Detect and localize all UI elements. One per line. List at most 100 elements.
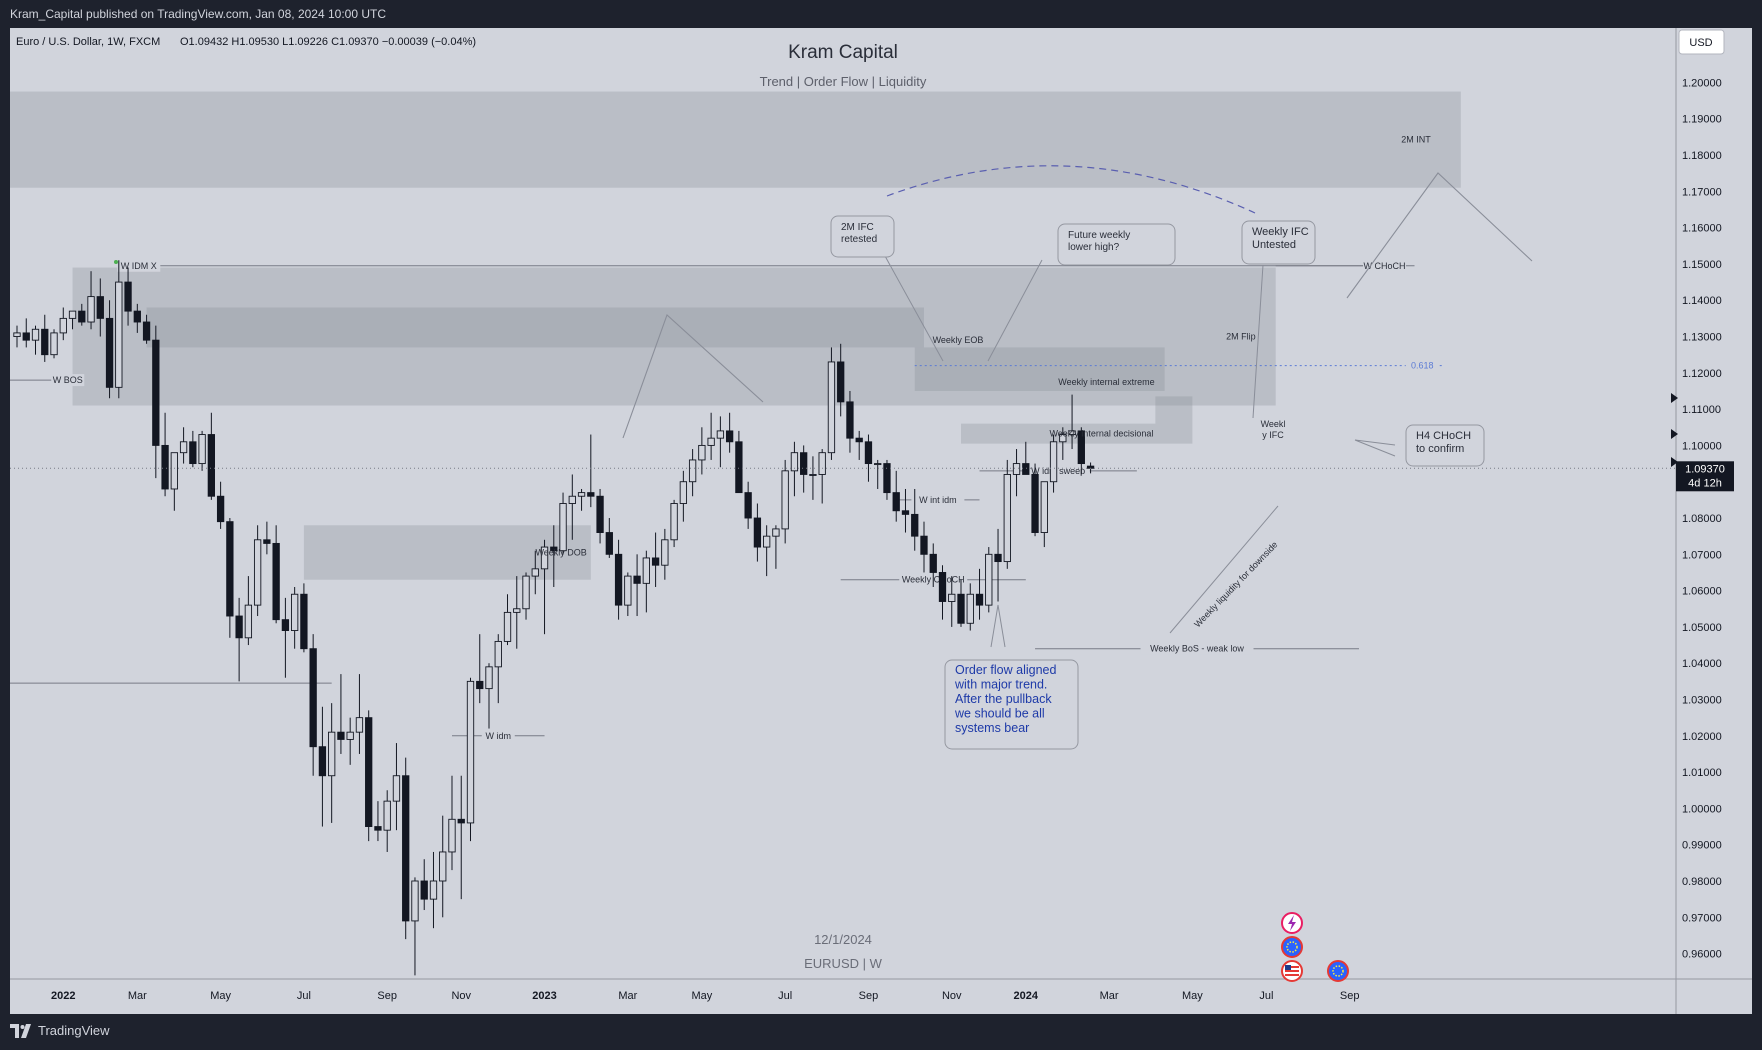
candle-body [513, 608, 521, 613]
candle-body [1003, 474, 1011, 563]
candle-body [763, 535, 771, 548]
x-tick-1: Mar [128, 990, 147, 1002]
candle-body [837, 361, 845, 403]
candle-body [1077, 430, 1085, 465]
candle-body [318, 746, 327, 777]
candle-body [346, 731, 354, 740]
callout-text-4-1: with major trend. [954, 678, 1047, 692]
candle-body [966, 593, 974, 624]
callout-text-4-2: After the pullback [955, 692, 1052, 706]
candle-body [152, 339, 160, 446]
candle-body [633, 575, 641, 584]
earnings-event-icon[interactable] [1281, 912, 1303, 934]
candle-body [753, 517, 762, 548]
candle-body [328, 731, 336, 777]
candle-body [235, 615, 243, 639]
zone-6 [1155, 396, 1193, 444]
y-tick-5: 1.01000 [1682, 767, 1722, 779]
y-tick-24: 1.20000 [1682, 77, 1722, 89]
eu-flag-icon[interactable] [1281, 936, 1303, 958]
candle-body [1059, 434, 1067, 443]
hline-label-8: Weekly BoS - weak low [1150, 644, 1244, 654]
candle-body [133, 310, 141, 323]
chart-title: Kram Capital [788, 42, 898, 63]
candle-body [374, 826, 382, 831]
hline-label-9: 0.618 [1411, 361, 1434, 371]
eu-flag-icon-2[interactable] [1327, 960, 1349, 982]
candle-body [531, 568, 539, 577]
candle-body [698, 444, 706, 461]
y-tick-12: 1.08000 [1682, 513, 1722, 525]
candle-body [291, 593, 299, 631]
candle-body [309, 648, 317, 748]
zone-2 [146, 307, 924, 348]
zone-label-3: Weekly internal extreme [1058, 377, 1154, 387]
candle-body [864, 441, 873, 465]
hline-label-bg-4 [481, 729, 515, 742]
candle-body [300, 593, 308, 650]
candle-body [115, 281, 123, 388]
us-flag-icon[interactable] [1281, 960, 1303, 982]
y-tick-20: 1.16000 [1682, 223, 1722, 235]
bar-countdown: 4d 12h [1688, 477, 1722, 489]
candle-body [1031, 474, 1039, 533]
price-axis[interactable]: 0.96000 0.97000 0.98000 0.99000 1.00000 1.010… [1682, 41, 1722, 960]
x-tick-13: Mar [1100, 990, 1119, 1002]
x-tick-9: Jul [778, 990, 792, 1002]
currency-button[interactable]: USD [1678, 29, 1725, 55]
candle-body [189, 441, 197, 465]
zone-label-1: 2M Flip [1226, 332, 1256, 342]
currency-label: USD [1689, 37, 1712, 49]
zone-label-0: 2M INT [1401, 135, 1431, 145]
candle-body [448, 818, 456, 853]
candle-body [420, 880, 428, 900]
candle-body [87, 296, 95, 323]
callout-text-0-0: 2M IFC [841, 222, 874, 233]
candle-body [985, 553, 993, 606]
time-axis[interactable]: 2022 Mar May Jul Sep Nov 2023 Mar May Jul Sep Nov 20… [51, 990, 1359, 1002]
projection-path-left [622, 314, 764, 439]
candle-body [948, 593, 956, 602]
chart-subtitle: Trend | Order Flow | Liquidity [760, 74, 927, 89]
hline-label-7: W idm sweep [1031, 466, 1085, 476]
candle-body [466, 680, 475, 824]
y-tick-6: 1.02000 [1682, 731, 1722, 743]
last-price-label: 1.09370 4d 12h [1676, 461, 1734, 492]
y-tick-19: 1.15000 [1682, 259, 1722, 271]
annotation-0: Weekly EOB [933, 335, 984, 345]
y-tick-23: 1.19000 [1682, 114, 1722, 126]
candle-body [142, 321, 151, 341]
candle-body [1068, 430, 1076, 435]
candle-body [281, 619, 290, 631]
zone-3 [914, 347, 1165, 391]
chart-area[interactable]: W IDM X W CHoCH W BOS W idm W int idm Weekly … [7, 28, 1752, 1014]
callout-box-0 [830, 215, 895, 258]
candle-body [790, 452, 799, 472]
y-tick-9: 1.05000 [1682, 622, 1722, 634]
candle-body [59, 317, 67, 334]
x-tick-7: Mar [618, 990, 637, 1002]
y-tick-8: 1.04000 [1682, 658, 1722, 670]
candle-body [457, 818, 465, 824]
y-tick-7: 1.03000 [1682, 695, 1722, 707]
callout-text-3-1: to confirm [1416, 443, 1464, 455]
y-tick-18: 1.14000 [1682, 295, 1722, 307]
ohlc-values: O1.09432 H1.09530 L1.09226 C1.09370 −0.0… [180, 36, 476, 48]
candle-body [577, 492, 586, 497]
callout-pointer-1 [884, 255, 944, 362]
tradingview-logo[interactable]: TradingView [10, 1023, 110, 1038]
candle-body [337, 731, 345, 740]
y-tick-1: 0.97000 [1682, 912, 1722, 924]
watermark-symbol: EURUSD | W [804, 956, 882, 971]
liquidity-trendline [1169, 505, 1279, 634]
chart-svg[interactable]: W IDM X W CHoCH W BOS W idm W int idm Weekly … [7, 28, 1752, 1014]
candle-body [855, 437, 863, 443]
candle-body [41, 328, 49, 356]
candle-body [402, 775, 410, 922]
x-tick-11: Nov [942, 990, 962, 1002]
hline-label-bg-2 [51, 374, 85, 387]
candle-body [439, 851, 447, 882]
candle-body [1012, 463, 1021, 475]
x-tick-0: 2022 [51, 990, 75, 1002]
